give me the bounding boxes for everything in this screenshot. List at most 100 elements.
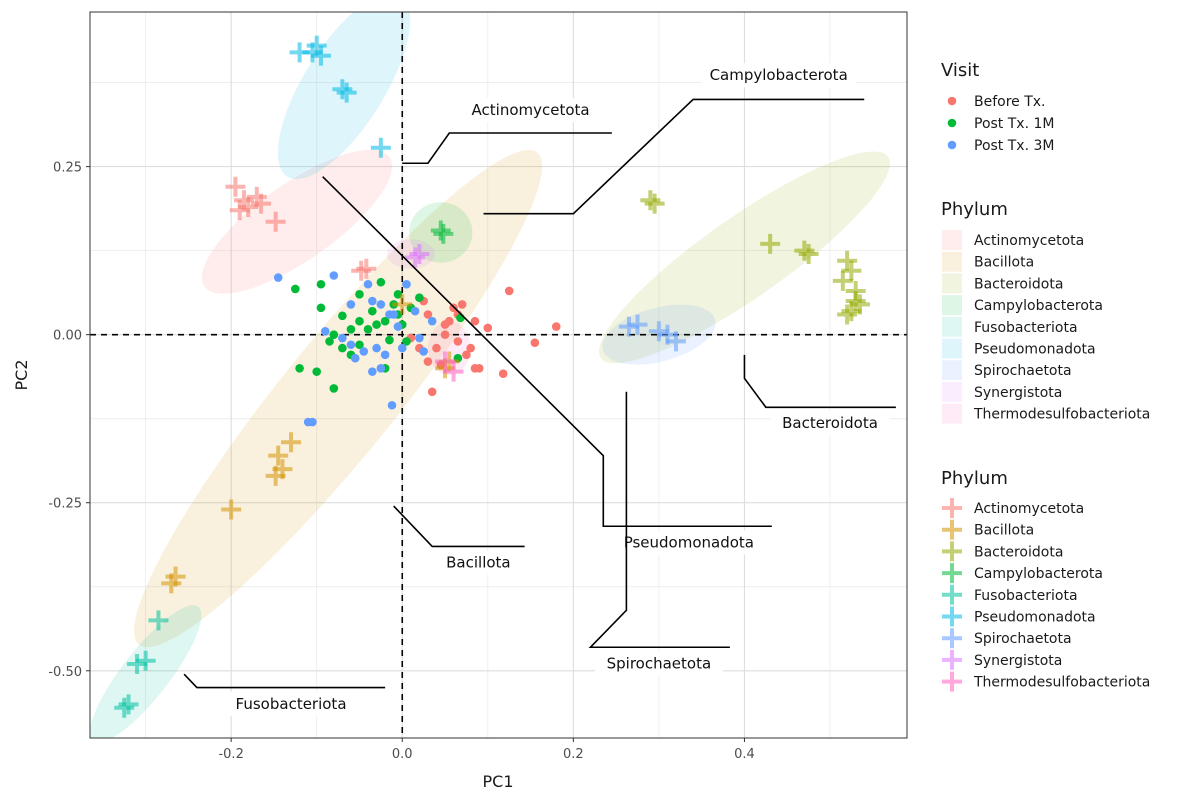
legend-ellipse-key-spirochaetota <box>942 360 962 381</box>
legend-ellipse-label-bacillota: Bacillota <box>974 255 1034 271</box>
callout-line-spirochaetota <box>588 391 730 649</box>
sample-point-before-tx <box>440 330 450 339</box>
sample-point-before-tx <box>423 357 433 366</box>
legend-ellipse-label-synergistota: Synergistota <box>974 385 1062 401</box>
sample-point-post-tx-1m <box>329 330 339 339</box>
taxon-marker-bacteroidota <box>845 291 866 312</box>
sample-point-post-tx-3m <box>427 316 437 326</box>
legend-ellipse-label-actinomycetota: Actinomycetota <box>974 233 1084 249</box>
legend-ellipse-label-pseudomonadota: Pseudomonadota <box>974 342 1096 358</box>
legend-taxa-label-spirochaetota: Spirochaetota <box>974 631 1072 647</box>
sample-point-before-tx <box>462 350 471 360</box>
y-tick-label: -0.50 <box>48 665 82 680</box>
sample-point-post-tx-1m <box>316 303 326 313</box>
taxon-marker-actinomycetota <box>225 176 246 197</box>
taxon-marker-bacillota <box>392 294 413 315</box>
taxon-marker-campylobacterota <box>430 220 451 241</box>
legend-ellipse-key-bacteroidota <box>942 273 962 294</box>
legend-visit-label-post-tx-3m: Post Tx. 3M <box>974 138 1054 154</box>
taxon-marker-bacteroidota <box>849 294 870 315</box>
callout-label-bacillota: Bacillota <box>446 554 510 572</box>
sample-point-post-tx-3m <box>410 306 420 316</box>
callout-label-pseudomonadota: Pseudomonadota <box>624 533 754 551</box>
legend-visit-key-post-tx-3m <box>947 140 957 150</box>
sample-point-post-tx-3m <box>389 310 399 319</box>
sample-point-before-tx <box>530 338 540 348</box>
callout-line-pseudomonadota <box>322 176 772 528</box>
legend-taxa-label-fusobacteriota: Fusobacteriota <box>974 588 1078 604</box>
legend-taxa-key-fusobacteriota <box>942 584 962 605</box>
legend-taxa-label-campylobacterota: Campylobacterota <box>974 566 1103 582</box>
taxon-marker-thermodesulfobacteriota <box>443 361 464 382</box>
sample-point-before-tx <box>470 316 480 326</box>
callout-label-bg-bacillota <box>431 550 526 575</box>
taxon-marker-actinomycetota <box>265 211 286 232</box>
taxon-marker-spirochaetota <box>627 314 648 335</box>
sample-point-post-tx-1m <box>355 316 364 326</box>
legend-ellipse-label-fusobacteriota: Fusobacteriota <box>974 320 1078 336</box>
legend-ellipse-key-campylobacterota <box>942 295 962 316</box>
sample-point-post-tx-1m <box>338 311 347 321</box>
callout-line-bacteroidota <box>743 354 896 409</box>
callout-label-bg-campylobacterota <box>701 63 856 88</box>
sample-points <box>273 271 561 427</box>
sample-point-before-tx <box>466 343 475 353</box>
sample-point-post-tx-1m <box>402 337 411 346</box>
sample-point-post-tx-1m <box>338 343 347 353</box>
sample-point-post-tx-3m <box>419 347 428 356</box>
legend-taxa-key-bacillota <box>942 519 962 540</box>
sample-point-post-tx-3m <box>397 343 407 353</box>
sample-point-post-tx-3m <box>368 367 377 376</box>
taxon-marker-actinomycetota <box>229 200 250 221</box>
y-tick-label: -0.25 <box>48 497 82 512</box>
taxon-marker-fusobacteriota <box>118 694 139 715</box>
sample-point-post-tx-3m <box>320 327 330 336</box>
taxon-marker-bacteroidota <box>841 260 862 281</box>
callout-label-bg-spirochaetota <box>595 651 723 676</box>
sample-point-post-tx-1m <box>372 320 381 329</box>
legend-taxa-key-campylobacterota <box>942 563 962 584</box>
taxa-markers <box>114 35 870 718</box>
legend-ellipse-key-synergistota <box>942 381 962 402</box>
x-tick-label: 0.4 <box>734 747 755 762</box>
taxon-marker-fusobacteriota <box>148 610 169 631</box>
sample-point-post-tx-3m <box>303 417 313 427</box>
x-tick-label: 0.0 <box>392 747 413 762</box>
sample-point-post-tx-1m <box>346 324 356 334</box>
taxon-marker-bacteroidota <box>760 233 781 254</box>
taxon-marker-bacteroidota <box>794 240 815 261</box>
taxon-marker-pseudomonadota <box>332 79 353 100</box>
legend-ellipse-label-thermodesulfobacteriota: Thermodesulfobacteriota <box>973 407 1150 423</box>
legend-visit-key-post-tx-1m <box>947 118 957 128</box>
sample-point-post-tx-3m <box>346 340 356 350</box>
taxon-marker-actinomycetota <box>251 193 272 214</box>
legend-taxa-label-thermodesulfobacteriota: Thermodesulfobacteriota <box>973 675 1150 691</box>
sample-point-before-tx <box>432 343 441 353</box>
legend-taxa-key-spirochaetota <box>942 628 962 649</box>
reference-lines <box>90 12 907 738</box>
legend-taxa-key-thermodesulfobacteriota <box>942 671 962 692</box>
legend-taxa-label-synergistota: Synergistota <box>974 653 1062 669</box>
sample-point-before-tx <box>551 322 561 331</box>
sample-point-post-tx-1m <box>355 340 364 350</box>
sample-point-post-tx-1m <box>312 367 322 376</box>
sample-point-post-tx-1m <box>355 290 364 299</box>
x-axis-title: PC1 <box>483 772 514 791</box>
legend-taxa-label-bacteroidota: Bacteroidota <box>974 544 1063 560</box>
sample-point-before-tx <box>483 323 493 333</box>
taxon-marker-fusobacteriota <box>114 697 135 718</box>
legend-ellipse-key-actinomycetota <box>942 230 962 250</box>
callout-label-spirochaetota: Spirochaetota <box>607 654 712 672</box>
taxon-marker-synergistota <box>405 247 426 268</box>
legend-ellipse-key-pseudomonadota <box>942 338 962 359</box>
sample-point-before-tx <box>457 300 467 309</box>
callout-label-bg-pseudomonadota <box>620 530 758 555</box>
sample-point-post-tx-3m <box>368 296 377 306</box>
legend-taxa-label-pseudomonadota: Pseudomonadota <box>974 610 1096 626</box>
sample-point-before-tx <box>504 286 514 296</box>
sample-point-post-tx-3m <box>329 271 339 280</box>
legend-taxa-key-synergistota <box>942 649 962 670</box>
sample-point-post-tx-3m <box>393 322 403 331</box>
legend-taxa-label-actinomycetota: Actinomycetota <box>974 501 1084 517</box>
legend-phylum-taxa: Phylum Actinomycetota Bacillota Bacteroido… <box>941 468 1150 692</box>
